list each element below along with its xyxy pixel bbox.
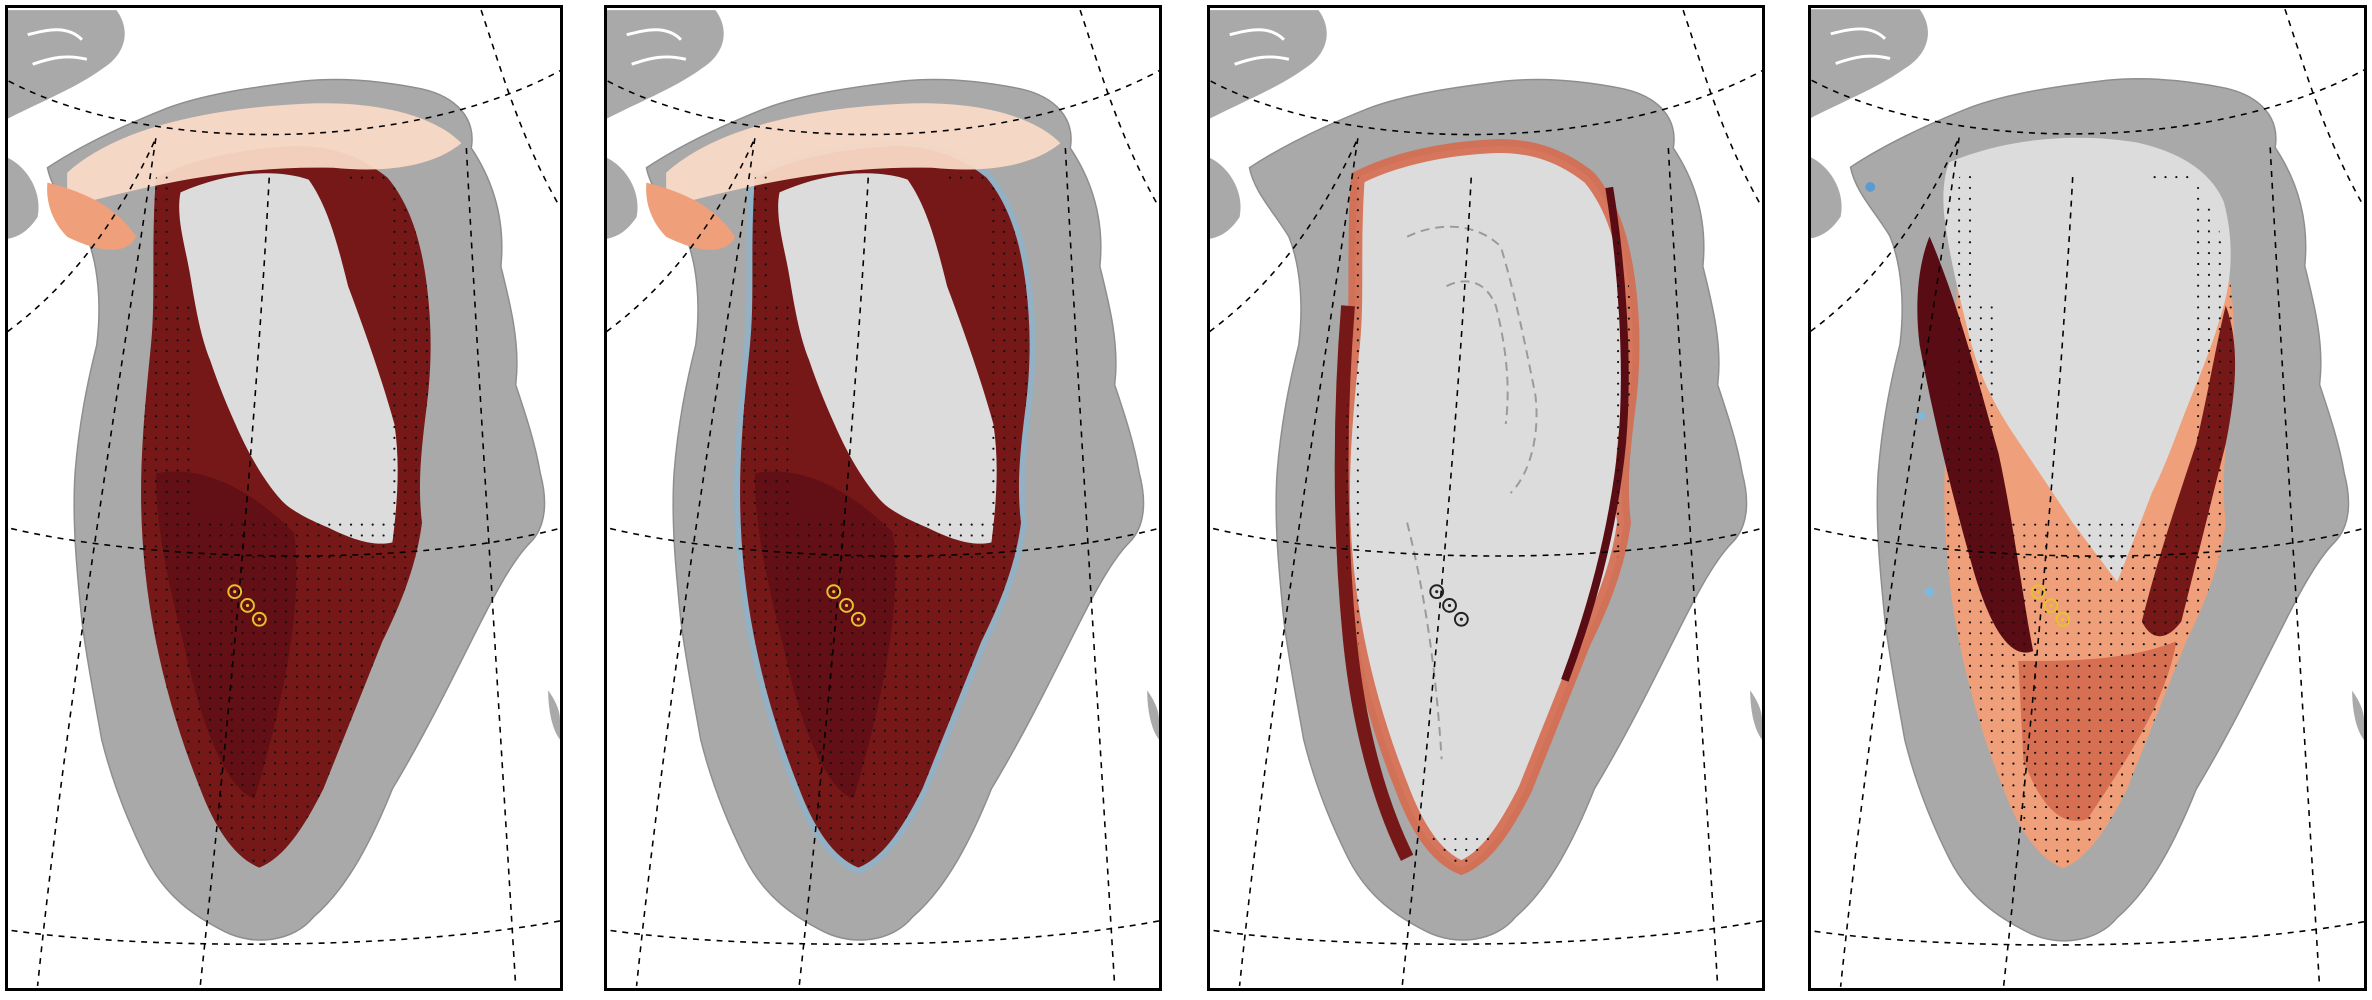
- blue-dot: [1865, 182, 1876, 192]
- site-marker-center: [1459, 617, 1463, 621]
- meridian-line: [635, 138, 756, 987]
- site-marker: [240, 598, 255, 613]
- site-marker: [1453, 611, 1469, 627]
- map-panel-1: [5, 5, 563, 991]
- elevation-contour: [1446, 280, 1509, 425]
- meridian-line: [1064, 148, 1116, 986]
- meridian-line: [1682, 9, 1762, 208]
- north-light-zone: [666, 103, 1061, 208]
- latitude-line: [607, 526, 1159, 557]
- site-marker-center: [832, 590, 836, 594]
- northwest-zone: [47, 182, 137, 250]
- meridian-line: [798, 177, 870, 987]
- map-panel-4: [1808, 5, 2367, 991]
- site-marker: [1442, 598, 1457, 613]
- latitude-line: [1811, 920, 2364, 946]
- ice-interior: [179, 173, 398, 544]
- site-marker-center: [844, 603, 849, 608]
- elevation-contour: [1406, 225, 1538, 494]
- latitude-line: [607, 69, 1159, 136]
- site-marker: [2055, 612, 2071, 627]
- meridian-line: [36, 138, 157, 987]
- site-marker-center: [245, 603, 250, 608]
- baffin-land: [607, 157, 638, 239]
- blue-dot: [1917, 412, 1926, 420]
- blue-dot: [1924, 586, 1935, 597]
- site-marker: [826, 584, 842, 600]
- canada-land: [8, 10, 125, 119]
- meridian-line: [1811, 137, 1960, 332]
- baffin-land: [1210, 157, 1241, 239]
- site-marker: [227, 584, 243, 600]
- meridian-line: [480, 9, 560, 208]
- latitude-line: [8, 69, 560, 136]
- meridian-line: [2269, 147, 2321, 987]
- site-marker-center: [2061, 617, 2065, 622]
- map-panel-2: [604, 5, 1162, 991]
- site-marker-center: [2049, 604, 2053, 608]
- fjord-lines: [1830, 27, 1891, 65]
- site-marker-center: [2036, 590, 2040, 594]
- canada-land: [607, 10, 724, 119]
- site-marker-center: [1447, 603, 1452, 608]
- greenland-map-2: [607, 9, 1159, 987]
- west-dark-band: [1917, 236, 2034, 653]
- meridian-line: [1079, 9, 1159, 208]
- map-panel-3: [1207, 5, 1765, 991]
- ice-interior: [778, 173, 997, 544]
- meridian-line: [1238, 138, 1359, 987]
- site-marker: [839, 598, 854, 613]
- greenland-map-3: [1210, 9, 1762, 987]
- greenland-map-4: [1811, 8, 2364, 987]
- site-marker-center: [257, 617, 261, 621]
- red-west-margin: [1334, 305, 1414, 861]
- baffin-land: [8, 157, 39, 239]
- east-dark-band: [2141, 305, 2236, 637]
- latitude-line: [8, 526, 560, 557]
- east-island-land: [1750, 690, 1762, 740]
- east-island-land: [1147, 690, 1159, 740]
- meridian-line: [199, 177, 271, 987]
- site-marker: [1429, 584, 1445, 600]
- east-island-land: [548, 690, 560, 740]
- canada-land: [1210, 10, 1327, 119]
- meridian-line: [1210, 137, 1359, 333]
- latitude-line: [1210, 526, 1762, 557]
- site-marker: [850, 611, 866, 627]
- latitude-line: [8, 920, 560, 945]
- baffin-land: [1811, 157, 1842, 239]
- latitude-line: [1811, 69, 2364, 135]
- meridian-line: [2284, 8, 2364, 208]
- latitude-line: [1210, 920, 1762, 945]
- elevation-contour: [1406, 522, 1443, 760]
- east-island-land: [2352, 690, 2364, 740]
- fjord-lines: [1229, 28, 1290, 66]
- northwest-zone: [646, 182, 736, 250]
- fjord-lines: [626, 28, 687, 66]
- south-band: [2018, 641, 2177, 821]
- meridian-line: [1839, 137, 1960, 987]
- latitude-line: [1210, 69, 1762, 136]
- red-east-margin: [1561, 186, 1629, 682]
- site-marker: [2030, 584, 2046, 600]
- canada-land: [1811, 9, 1928, 118]
- fjord-lines: [27, 28, 88, 66]
- meridian-line: [607, 137, 756, 333]
- greenland-map-1: [8, 9, 560, 987]
- site-marker-center: [1435, 590, 1439, 594]
- meridian-line: [2002, 177, 2074, 987]
- meridian-line: [1401, 177, 1473, 987]
- site-marker-center: [856, 617, 860, 621]
- latitude-line: [1811, 527, 2364, 557]
- latitude-line: [607, 920, 1159, 945]
- site-marker-center: [233, 590, 237, 594]
- meridian-line: [8, 137, 157, 333]
- meridian-line: [465, 148, 517, 986]
- north-light-zone: [67, 103, 462, 208]
- ice-interior: [1943, 137, 2231, 582]
- site-marker: [251, 611, 267, 627]
- site-marker: [2043, 598, 2059, 614]
- meridian-line: [1667, 148, 1719, 986]
